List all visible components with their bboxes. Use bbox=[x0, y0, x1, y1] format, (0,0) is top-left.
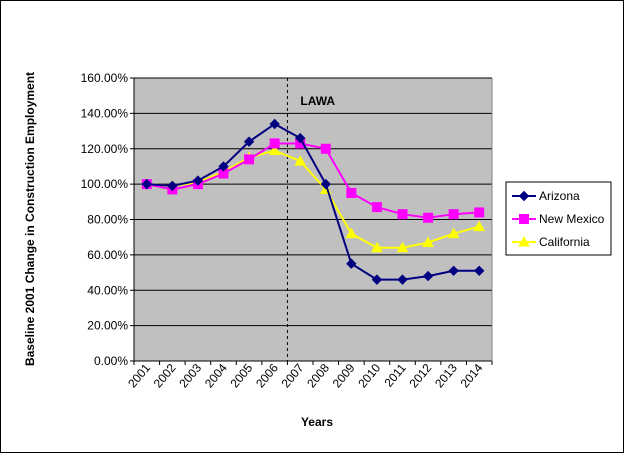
x-tick-label: 2012 bbox=[406, 361, 434, 391]
y-tick-label: 80.00% bbox=[87, 213, 128, 227]
x-axis-title: Years bbox=[301, 415, 333, 429]
x-tick-label: 2010 bbox=[355, 361, 383, 391]
arizona-point bbox=[397, 274, 408, 285]
arizona-point bbox=[295, 132, 306, 144]
new-mexico-point bbox=[474, 207, 485, 218]
california-point bbox=[371, 241, 383, 253]
legend-label-arizona: Arizona bbox=[539, 189, 580, 203]
new-mexico-point bbox=[371, 202, 382, 213]
california-point bbox=[294, 155, 307, 166]
y-tick-label: 100.00% bbox=[81, 177, 129, 191]
legend-marker-new-mexico bbox=[519, 214, 529, 224]
y-tick-label: 160.00% bbox=[81, 71, 129, 85]
y-tick-label: 60.00% bbox=[87, 248, 128, 262]
arizona-point bbox=[269, 118, 280, 130]
california-point bbox=[396, 241, 409, 253]
x-tick-label: 2013 bbox=[432, 361, 460, 391]
x-tick-label: 2006 bbox=[253, 361, 281, 391]
arizona-point bbox=[141, 178, 152, 190]
california-point bbox=[473, 220, 486, 232]
new-mexico-point bbox=[448, 209, 459, 220]
y-tick-label: 40.00% bbox=[87, 283, 128, 297]
legend-label-california: California bbox=[539, 235, 590, 249]
y-tick-label: 0.00% bbox=[94, 354, 128, 368]
y-axis-title: Baseline 2001 Change in Construction Emp… bbox=[23, 72, 37, 366]
new-mexico-point bbox=[244, 154, 255, 165]
x-tick-label: 2009 bbox=[330, 361, 358, 391]
new-mexico-point bbox=[423, 212, 434, 223]
arizona-point bbox=[448, 265, 459, 277]
legend-marker-california bbox=[518, 235, 530, 247]
arizona-point bbox=[243, 136, 255, 147]
arizona-point bbox=[218, 161, 229, 172]
x-tick-label: 2007 bbox=[279, 361, 307, 391]
california-point bbox=[447, 227, 460, 239]
y-axis-ticks: 0.00% 20.00% 40.00% 60.00% 80.00% 100.00% 120.… bbox=[81, 71, 134, 368]
lawa-label: LAWA bbox=[300, 94, 335, 108]
arizona-point bbox=[371, 274, 383, 285]
new-mexico-point bbox=[320, 143, 331, 154]
x-tick-label: 2001 bbox=[125, 361, 153, 391]
lawa-annotation: LAWA bbox=[286, 78, 335, 361]
arizona-point bbox=[346, 258, 357, 269]
legend-marker-arizona bbox=[518, 190, 530, 202]
x-axis-ticks: 2001200220032004200520062007200820092010… bbox=[125, 361, 493, 391]
y-tick-label: 20.00% bbox=[87, 319, 128, 333]
new-mexico-point bbox=[269, 138, 280, 149]
x-tick-label: 2008 bbox=[304, 361, 332, 391]
arizona-point bbox=[474, 265, 485, 277]
x-tick-label: 2003 bbox=[176, 361, 204, 391]
x-tick-label: 2002 bbox=[151, 361, 179, 391]
california-point bbox=[422, 236, 434, 247]
arizona-point bbox=[422, 270, 434, 282]
x-tick-label: 2005 bbox=[227, 361, 255, 391]
california-point bbox=[268, 144, 281, 156]
california-point bbox=[345, 227, 358, 239]
legend: Arizona New Mexico California bbox=[505, 181, 612, 256]
arizona-point bbox=[192, 175, 204, 186]
new-mexico-point bbox=[397, 209, 408, 220]
new-mexico-point bbox=[346, 187, 357, 198]
x-tick-label: 2004 bbox=[202, 361, 230, 391]
x-tick-label: 2014 bbox=[458, 361, 486, 391]
y-tick-label: 120.00% bbox=[81, 142, 129, 156]
y-tick-label: 140.00% bbox=[81, 106, 129, 120]
series-group bbox=[140, 118, 486, 285]
arizona-point bbox=[320, 178, 331, 190]
arizona-point bbox=[167, 180, 178, 192]
x-tick-label: 2011 bbox=[381, 361, 409, 390]
legend-label-new-mexico: New Mexico bbox=[539, 212, 605, 226]
